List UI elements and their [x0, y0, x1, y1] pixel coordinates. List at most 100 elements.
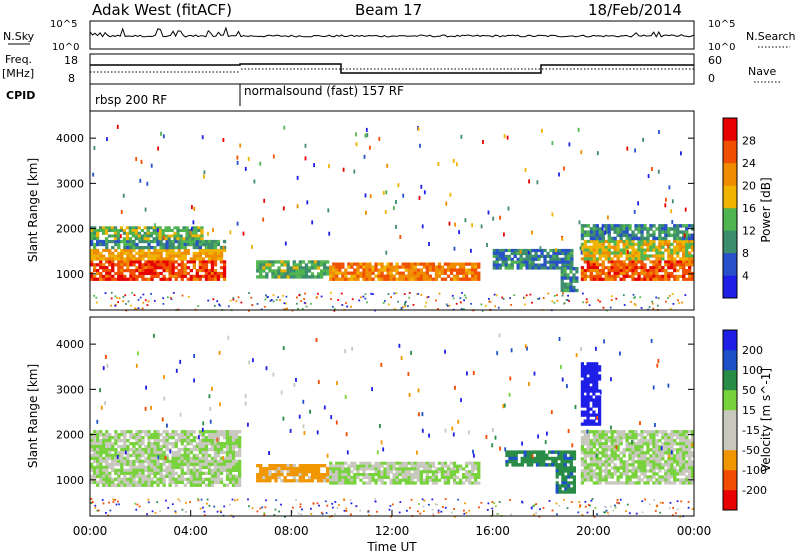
velocity-cell [126, 444, 130, 449]
power-cell [219, 254, 224, 258]
power-cell [685, 242, 689, 246]
velocity-cell [120, 471, 124, 475]
power-cell [128, 231, 132, 235]
velocity-cell [664, 439, 668, 443]
velocity-cell [691, 475, 695, 479]
power-cell [316, 260, 321, 264]
velocity-cell [350, 470, 354, 474]
power-cell [383, 265, 387, 269]
velocity-cell [631, 457, 635, 461]
power-speckle [393, 206, 395, 211]
power-cell [580, 269, 585, 273]
power-cell [138, 263, 142, 267]
power-speckle [665, 300, 667, 303]
velocity-cell [661, 442, 665, 446]
power-speckle [671, 199, 674, 204]
velocity-cell [117, 450, 121, 455]
velocity-speckle [410, 350, 412, 355]
velocity-cell [147, 436, 151, 440]
velocity-cell [616, 481, 620, 485]
velocity-speckle [265, 366, 268, 371]
power-cell [365, 274, 369, 278]
velocity-cell [102, 480, 106, 484]
power-cell [575, 279, 579, 283]
power-cell [141, 277, 145, 281]
velocity-cell [120, 433, 124, 437]
velocity-speckle [668, 507, 671, 510]
power-cell [295, 269, 299, 273]
power-cell [362, 268, 366, 272]
velocity-cell [132, 444, 136, 449]
power-cell [93, 266, 97, 270]
velocity-cell [129, 474, 133, 478]
power-cell [198, 277, 202, 281]
power-cell [286, 266, 290, 270]
velocity-cell [162, 477, 166, 481]
velocity-cell [673, 454, 677, 458]
power-cell [195, 245, 199, 250]
velocity-cell [216, 462, 221, 467]
power-cell [592, 248, 596, 252]
velocity-cell [189, 474, 193, 478]
velocity-cell [529, 450, 534, 454]
power-cell [152, 231, 156, 235]
velocity-speckle [261, 506, 264, 509]
power-cell [462, 268, 466, 272]
velocity-cell [96, 433, 100, 437]
velocity-cell [640, 472, 644, 476]
power-cell [601, 233, 605, 238]
velocity-cell [569, 459, 573, 464]
velocity-cell [350, 475, 354, 479]
power-speckle [153, 300, 156, 302]
velocity-speckle [282, 346, 285, 351]
velocity-cell [443, 470, 448, 474]
power-cell [664, 233, 668, 238]
power-cell [555, 254, 559, 258]
power-cell [114, 277, 118, 281]
power-cell [153, 239, 157, 244]
power-cell [401, 271, 405, 275]
power-cell [183, 257, 187, 261]
velocity-cell [670, 463, 674, 467]
velocity-speckle [654, 510, 657, 512]
velocity-cell [452, 461, 457, 465]
velocity-speckle [300, 513, 302, 516]
velocity-cell [129, 462, 133, 467]
velocity-cell [347, 467, 351, 471]
power-cell [155, 234, 159, 238]
velocity-cell [195, 480, 199, 484]
velocity-speckle [264, 506, 267, 509]
velocity-cell [598, 374, 602, 378]
power-cell [256, 266, 260, 270]
velocity-cell [228, 439, 233, 443]
velocity-cell [634, 433, 638, 437]
velocity-cell [171, 462, 175, 467]
power-speckle [626, 250, 629, 255]
power-speckle [291, 309, 294, 312]
velocity-xticks: 00:00 04:00 08:00 12:00 16:00 20:00 00:00 [73, 510, 711, 538]
velocity-cell [595, 383, 599, 387]
power-cell [598, 271, 602, 276]
velocity-cell [631, 466, 635, 470]
power-cell [589, 274, 593, 278]
velocity-cell [592, 422, 596, 426]
power-speckle [296, 175, 299, 180]
power-cell [289, 275, 293, 279]
velocity-cell [437, 478, 442, 482]
velocity-cell [156, 439, 160, 443]
power-speckle [385, 250, 388, 255]
power-cell [455, 277, 460, 281]
velocity-cell [532, 450, 537, 454]
velocity-speckle [185, 502, 187, 504]
velocity-cell [135, 430, 139, 434]
velocity-cell [283, 476, 287, 480]
power-cell [667, 271, 671, 276]
time-xtick-label: 00:00 [73, 524, 108, 538]
power-cell [640, 266, 644, 270]
power-speckle [313, 163, 315, 168]
velocity-cell [186, 439, 190, 443]
power-cell [191, 237, 195, 241]
velocity-cell [204, 439, 209, 443]
power-cell [586, 274, 590, 278]
velocity-cell [268, 464, 272, 468]
